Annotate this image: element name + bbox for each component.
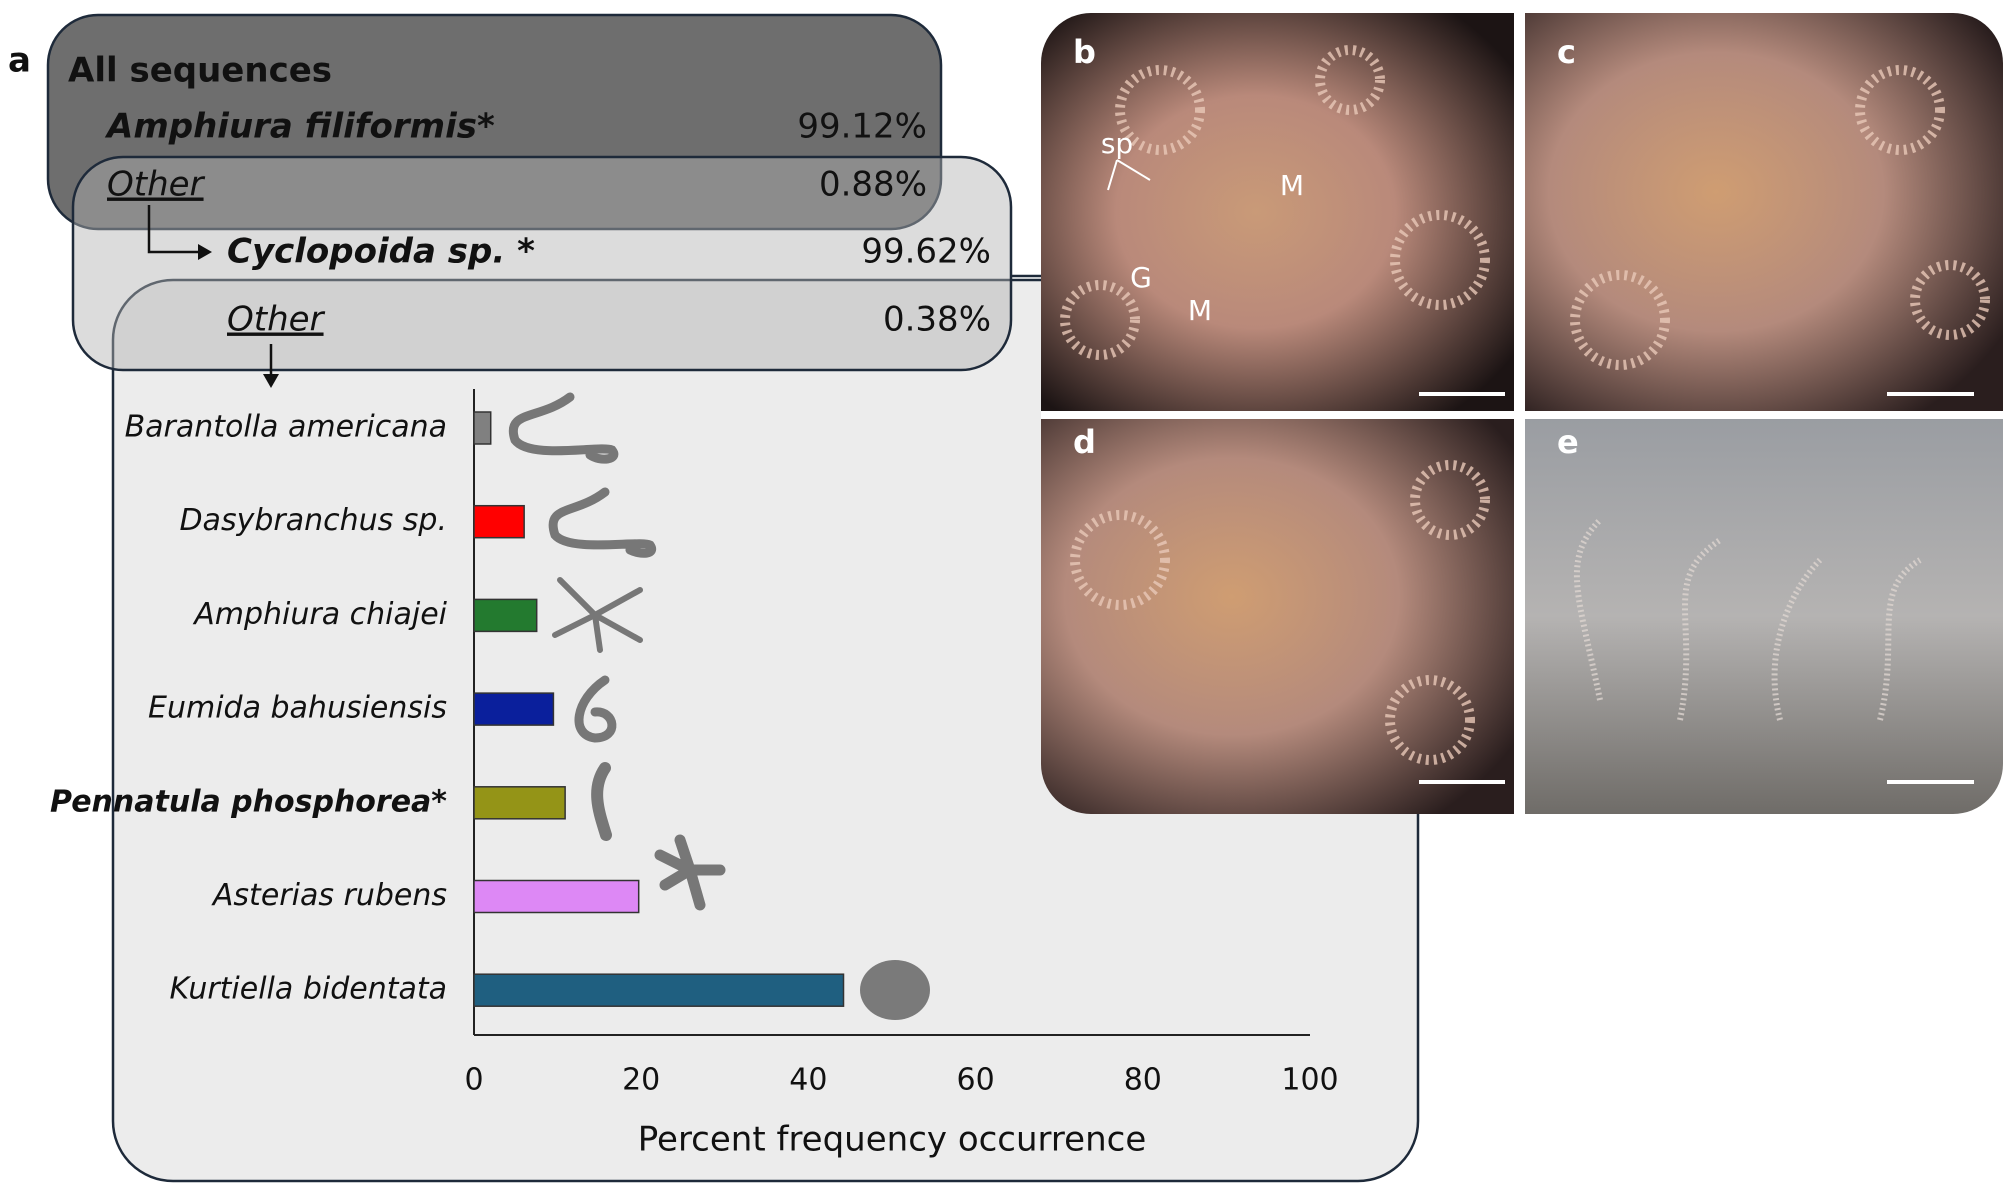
x-tick-label: 20 (622, 1063, 660, 1098)
photo-label: d (1073, 423, 1096, 461)
x-tick-label: 80 (1124, 1063, 1162, 1098)
bar (473, 504, 525, 539)
photo-label: e (1557, 423, 1579, 461)
row-name: Other (227, 300, 326, 340)
row-name: Other (107, 165, 206, 205)
y-tick-label: Pennatula phosphorea* (50, 784, 447, 819)
photos (1041, 13, 2003, 814)
photo-annotation: M (1280, 169, 1304, 202)
bar (473, 692, 555, 726)
shell (860, 960, 930, 1020)
photo-d (1041, 419, 1518, 814)
x-tick-label: 100 (1281, 1063, 1338, 1098)
arrow-head (263, 374, 279, 388)
row-value: 0.38% (883, 300, 991, 340)
bar (473, 786, 566, 820)
photo-annotation: sp (1101, 127, 1133, 160)
photo-annotation: M (1188, 294, 1212, 327)
scale-bars (1419, 392, 1974, 784)
row-value: 99.12% (797, 107, 927, 147)
x-axis-title: Percent frequency occurrence (638, 1120, 1147, 1160)
y-tick-label: Dasybranchus sp. (179, 503, 447, 538)
photo-label: c (1557, 33, 1576, 71)
y-tick-label: Amphiura chiajei (192, 597, 447, 632)
bar-chart: 0 20 40 60 80 100 Percent frequency occurrence… (50, 389, 1339, 1160)
panel-label: a (8, 41, 31, 81)
photo-e (1525, 419, 2003, 814)
bar (473, 973, 845, 1007)
x-tick-label: 60 (957, 1063, 995, 1098)
bar (473, 411, 492, 445)
arrow-head (198, 244, 212, 260)
x-tick-label: 40 (789, 1063, 827, 1098)
bar (473, 598, 538, 633)
row-name: Cyclopoida sp. * (227, 232, 535, 272)
y-tick-label: Eumida bahusiensis (148, 691, 447, 726)
y-tick-label: Barantolla americana (125, 410, 447, 445)
y-tick-label: Asterias rubens (211, 878, 447, 913)
photo-label: b (1073, 33, 1096, 71)
bar (473, 879, 640, 914)
photo-c (1525, 13, 2003, 411)
row-value: 99.62% (861, 232, 991, 272)
photo-annotation: G (1130, 261, 1152, 294)
box-title: All sequences (68, 51, 332, 91)
sp-pointer (1107, 159, 1151, 191)
y-tick-label: Kurtiella bidentata (169, 972, 447, 1007)
sub-box (71, 155, 1013, 372)
silhouettes (508, 392, 726, 911)
row-value: 0.88% (819, 165, 927, 205)
all-box (46, 13, 943, 231)
row-name: Amphiura filiformis* (104, 107, 495, 147)
x-tick-label: 0 (464, 1063, 483, 1098)
arrow (147, 205, 202, 254)
